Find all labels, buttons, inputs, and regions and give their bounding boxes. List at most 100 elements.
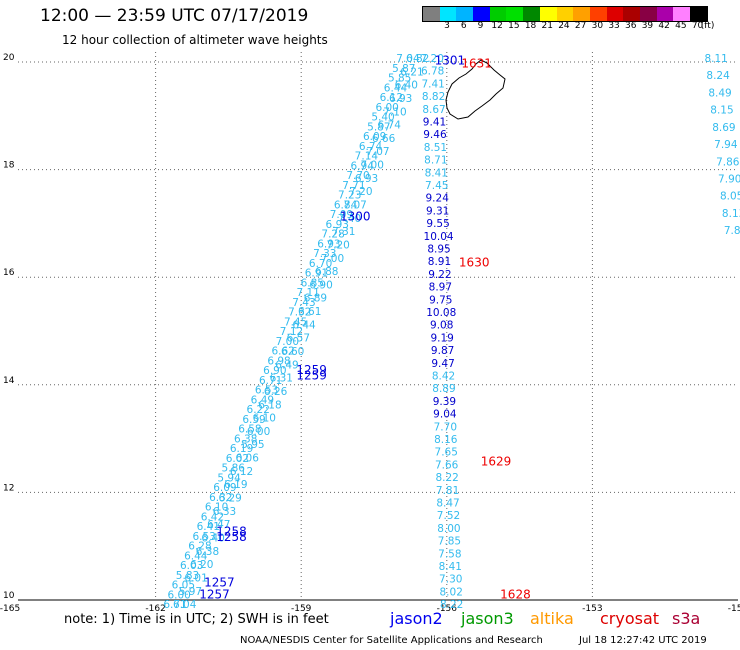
swh-value: 8.41	[425, 167, 448, 179]
colorbar-cell	[489, 7, 507, 21]
swh-value: 6.18	[258, 399, 281, 411]
swh-value: 6.05	[172, 580, 195, 592]
swh-value: 6.09	[213, 482, 236, 494]
swh-value: 8.16	[434, 434, 458, 446]
colorbar-labels: 3 6 9 12 15 18 21 24 27 30 33 36 39 42 45 70 (ft)	[422, 21, 740, 33]
swh-value: 8.67	[422, 104, 445, 116]
swh-value: 6.53	[255, 385, 278, 397]
swh-value: 7.45	[425, 180, 448, 192]
swh-value: 7.71	[342, 180, 365, 192]
swh-value: 6.44	[292, 319, 316, 331]
swh-value: 6.44	[384, 82, 408, 94]
swh-value: 8.41	[439, 561, 462, 573]
x-tick-label: -159	[291, 604, 312, 614]
swh-value: 6.20	[190, 559, 213, 571]
swh-value: 6.32	[209, 492, 232, 504]
swh-value: 9.39	[433, 396, 456, 408]
lat-lon-grid	[18, 52, 738, 601]
swh-value: 5.94	[217, 472, 241, 484]
swh-value: 7.10	[383, 106, 406, 118]
colorbar-cell	[556, 7, 574, 21]
colorbar-label: 18	[524, 21, 537, 31]
swh-value: 7.32	[288, 307, 311, 319]
y-tick-label: 10	[3, 591, 15, 601]
swh-value: 6.62	[271, 346, 294, 358]
swh-value: 6.41	[197, 521, 220, 533]
swh-value: 8.97	[429, 282, 452, 294]
swh-value: 8.91	[428, 256, 451, 268]
swh-value: 7.09	[330, 209, 353, 221]
swh-value: 6.09	[363, 131, 386, 143]
swh-value: 7.52	[437, 510, 460, 522]
swh-value: 6.78	[421, 66, 444, 78]
swh-value: 6.60	[281, 346, 304, 358]
swh-value: 6.21	[400, 66, 423, 78]
swh-value: 6.02	[226, 453, 249, 465]
swh-value: 6.10	[253, 413, 276, 425]
swh-value: 6.93	[389, 93, 412, 105]
swh-value: 7.20	[326, 239, 349, 251]
colorbar-cell	[623, 7, 640, 21]
swh-value: 5.87	[367, 121, 390, 133]
swh-value: 8.69	[712, 122, 735, 134]
swh-value: 8.02	[440, 586, 463, 598]
swh-value: 9.24	[426, 193, 450, 205]
colorbar-label: 6	[460, 21, 467, 31]
swh-value: 6.04	[173, 599, 197, 611]
colorbar-label: 24	[558, 21, 570, 31]
swh-value: 7.20	[349, 186, 372, 198]
swh-value: 6.74	[359, 141, 383, 153]
swh-value: 6.61	[298, 306, 321, 318]
swh-value: 5.83	[176, 570, 199, 582]
colorbar-label: 45	[675, 21, 687, 31]
colorbar-label: 30	[591, 21, 604, 31]
pass-time-label: 1300	[340, 210, 371, 224]
swh-value: 6.53	[192, 531, 215, 543]
swh-value: 6.01	[184, 572, 207, 584]
pass-time-label: 1257	[204, 576, 235, 590]
swh-value: 7.40	[338, 213, 361, 225]
colorbar-cell	[523, 7, 540, 21]
swh-value: 6.93	[317, 238, 340, 250]
swh-value: 8.51	[424, 142, 447, 154]
swh-value: 7.00	[321, 253, 344, 265]
swh-value: 9.22	[428, 269, 451, 281]
swh-value: 8.42	[432, 370, 455, 382]
swh-value: 6.49	[251, 394, 274, 406]
y-tick-label: 14	[3, 376, 15, 386]
swh-value: 8.82	[422, 91, 445, 103]
x-tick-label: -165	[0, 604, 20, 614]
pass-time-label: 1630	[459, 255, 490, 269]
legend-mission-jason2: jason2	[390, 609, 443, 628]
swh-value: 6.31	[270, 373, 293, 385]
colorbar-label: 3	[444, 21, 450, 31]
x-tick-label: -150	[728, 604, 740, 614]
colorbar-cell	[673, 7, 690, 21]
swh-value: 7.12	[280, 326, 303, 338]
track-cryosat-pass-a: 7.045.875.856.446.126.005.405.876.096.74…	[163, 53, 420, 611]
colorbar-cell	[439, 7, 457, 21]
swh-value: 6.82	[406, 53, 429, 65]
y-tick-label: 20	[3, 53, 15, 63]
swh-value: 8.22	[435, 472, 458, 484]
swh-value: 9.41	[423, 116, 446, 128]
swh-value: 8.13	[722, 208, 740, 220]
swh-value: 6.00	[167, 589, 190, 601]
footer-credit: NOAA/NESDIS Center for Satellite Applica…	[240, 635, 543, 646]
swh-value: 10.08	[426, 307, 456, 319]
swh-value: 7.85	[438, 536, 461, 548]
swh-value: 6.44	[184, 550, 208, 562]
legend-mission-cryosat: cryosat	[600, 609, 660, 628]
swh-value: 7.43	[292, 297, 315, 309]
swh-value: 6.29	[218, 493, 241, 505]
swh-value: 9.55	[426, 218, 449, 230]
swh-value: 8.22	[440, 599, 463, 611]
colorbar-cell	[539, 7, 557, 21]
colorbar-unit: (ft)	[700, 21, 715, 31]
swh-value: 6.40	[395, 80, 418, 92]
swh-value: 7.81	[724, 225, 740, 237]
swh-value: 7.00	[276, 336, 299, 348]
colorbar-label: 21	[541, 21, 553, 31]
swh-value: 6.74	[378, 120, 402, 132]
